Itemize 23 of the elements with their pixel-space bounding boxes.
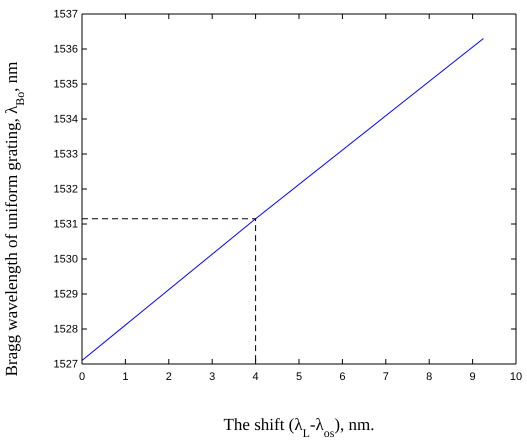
y-tick-label: 1537 (54, 8, 78, 21)
x-tick-label: 2 (166, 370, 172, 383)
x-tick-label: 4 (252, 370, 259, 383)
x-axis-title: The shift (λ$_{L}$-λ$_{os}$), nm. (224, 415, 374, 440)
x-tick-label: 7 (382, 370, 389, 383)
x-tick-label: 5 (296, 370, 302, 383)
y-tick-label: 1535 (54, 78, 78, 91)
y-tick-label: 1532 (54, 184, 78, 196)
y-tick-label: 1533 (54, 148, 78, 161)
y-tick-label: 1529 (54, 288, 78, 301)
x-tick-label: 0 (78, 370, 86, 383)
x-tick-label: 6 (339, 370, 346, 383)
x-tick-label: 10 (510, 370, 522, 383)
y-tick-label: 1527 (54, 358, 78, 371)
y-tick-label: 1531 (54, 218, 78, 231)
y-tick-label: 1530 (54, 254, 78, 266)
x-tick-label: 3 (209, 370, 216, 383)
x-tick-label: 8 (426, 370, 432, 383)
y-tick-label: 1536 (54, 44, 78, 56)
y-tick-label: 1534 (54, 114, 78, 126)
x-tick-label: 1 (122, 370, 128, 383)
x-tick-label: 9 (470, 370, 476, 383)
y-tick-label: 1528 (54, 324, 78, 336)
